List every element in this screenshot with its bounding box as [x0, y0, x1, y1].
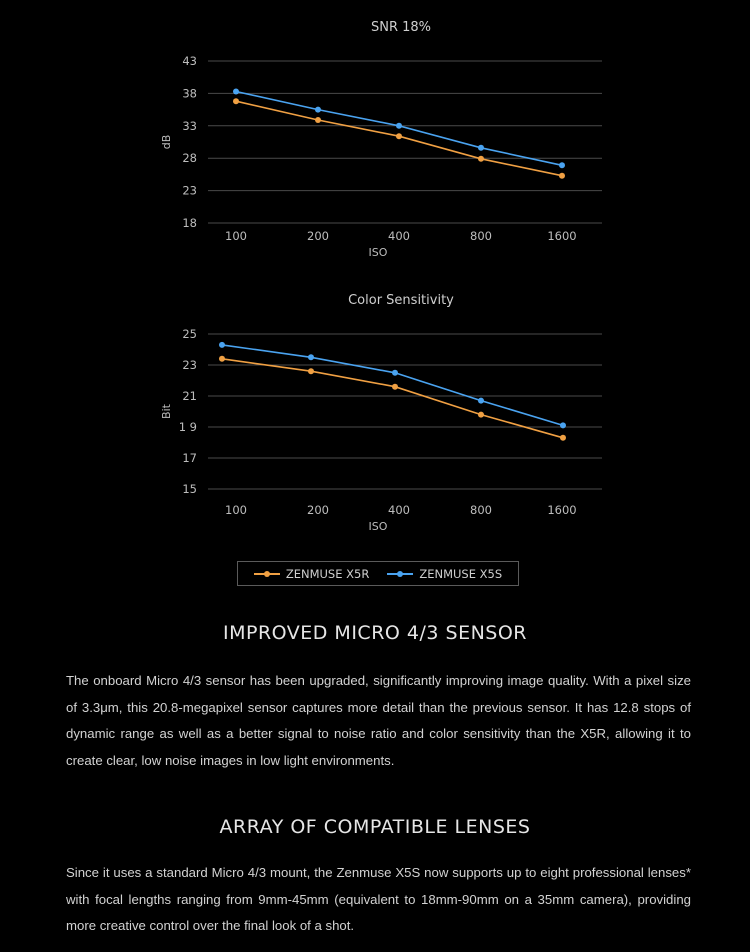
- chart-0-series-0-point: [396, 133, 402, 140]
- chart-1-y-tick: 17: [182, 451, 197, 465]
- chart-0-series-0-point: [559, 172, 565, 179]
- chart-1-x-tick: 200: [307, 503, 329, 517]
- chart-1-series-0-point: [560, 434, 566, 441]
- legend-item-x5r: ZENMUSE X5R: [253, 566, 370, 581]
- chart-1-series-0-point: [219, 355, 225, 362]
- chart-1-x-tick: 100: [225, 503, 247, 517]
- chart-1-y-tick: 23: [182, 358, 197, 372]
- chart-0-x-tick: 400: [388, 229, 410, 243]
- chart-0-x-axis-label: ISO: [369, 246, 388, 259]
- chart-0-series-0-point: [478, 155, 484, 162]
- chart-1-x-tick: 1600: [547, 503, 576, 517]
- chart-1-series-1-point: [219, 341, 225, 348]
- chart-1-series-1-point: [478, 397, 484, 404]
- chart-legend: ZENMUSE X5R ZENMUSE X5S: [237, 561, 519, 586]
- chart-0-series-1-point: [396, 122, 402, 129]
- chart-1-series-1-point: [308, 354, 314, 361]
- legend-swatch-x5s: [387, 569, 414, 579]
- chart-1-series-0-point: [478, 411, 484, 418]
- chart-1-y-tick: 15: [182, 482, 197, 496]
- chart-0-y-tick: 38: [182, 86, 197, 100]
- chart-0-series-1-point: [559, 162, 565, 169]
- section-body-sensor: The onboard Micro 4/3 sensor has been up…: [66, 673, 691, 768]
- chart-0-x-tick: 1600: [547, 229, 576, 243]
- chart-0-series-1-point: [315, 106, 321, 113]
- legend-item-x5s: ZENMUSE X5S: [387, 567, 502, 581]
- section-heading-sensor: IMPROVED MICRO 4/3 SENSOR: [222, 622, 528, 644]
- chart-1-series-0-line: [221, 358, 564, 439]
- chart-0-y-tick: 28: [182, 151, 197, 165]
- chart-1-series-0-point: [392, 383, 398, 390]
- chart-0-series-0-point: [233, 98, 239, 105]
- chart-1-series-1-point: [392, 369, 398, 376]
- legend-label-x5r: ZENMUSE X5R: [285, 566, 370, 581]
- section-body-lenses: Since it uses a standard Micro 4/3 mount…: [66, 865, 691, 933]
- chart-1-y-axis-label: Bit: [160, 403, 173, 419]
- chart-1-series-0-point: [308, 368, 314, 375]
- legend-label-x5s: ZENMUSE X5S: [419, 566, 503, 581]
- chart-1-series-1-point: [560, 422, 566, 429]
- chart-1-y-tick: 25: [182, 327, 197, 341]
- chart-1-title: Color Sensitivity: [348, 293, 454, 308]
- chart-1-x-tick: 400: [388, 503, 410, 517]
- chart-0-series-1-point: [478, 144, 484, 151]
- chart-0-y-tick: 33: [182, 119, 197, 133]
- chart-1-x-axis-label: ISO: [369, 520, 388, 533]
- chart-1-y-tick: 1 9: [179, 420, 197, 434]
- chart-0-x-tick: 800: [470, 229, 492, 243]
- chart-0-y-tick: 43: [182, 54, 197, 68]
- chart-0-y-tick: 23: [182, 184, 197, 198]
- charts-canvas: SNR 18% 43 38 33 28 23 18 dB 100 200 400 800 1600 ISO…: [160, 20, 602, 533]
- chart-0-title: SNR 18%: [371, 20, 431, 35]
- chart-1-x-tick: 800: [470, 503, 492, 517]
- section-heading-lenses: ARRAY OF COMPATIBLE LENSES: [219, 816, 531, 838]
- chart-0-y-tick: 18: [182, 216, 197, 230]
- legend-swatch-x5r: [253, 569, 280, 579]
- chart-0-y-axis-label: dB: [160, 135, 173, 150]
- chart-0-x-tick: 200: [307, 229, 329, 243]
- chart-0-series-0-point: [315, 117, 321, 123]
- chart-0-x-tick: 100: [225, 229, 247, 243]
- chart-1-y-tick: 21: [182, 389, 197, 403]
- chart-0-series-1-point: [233, 88, 239, 95]
